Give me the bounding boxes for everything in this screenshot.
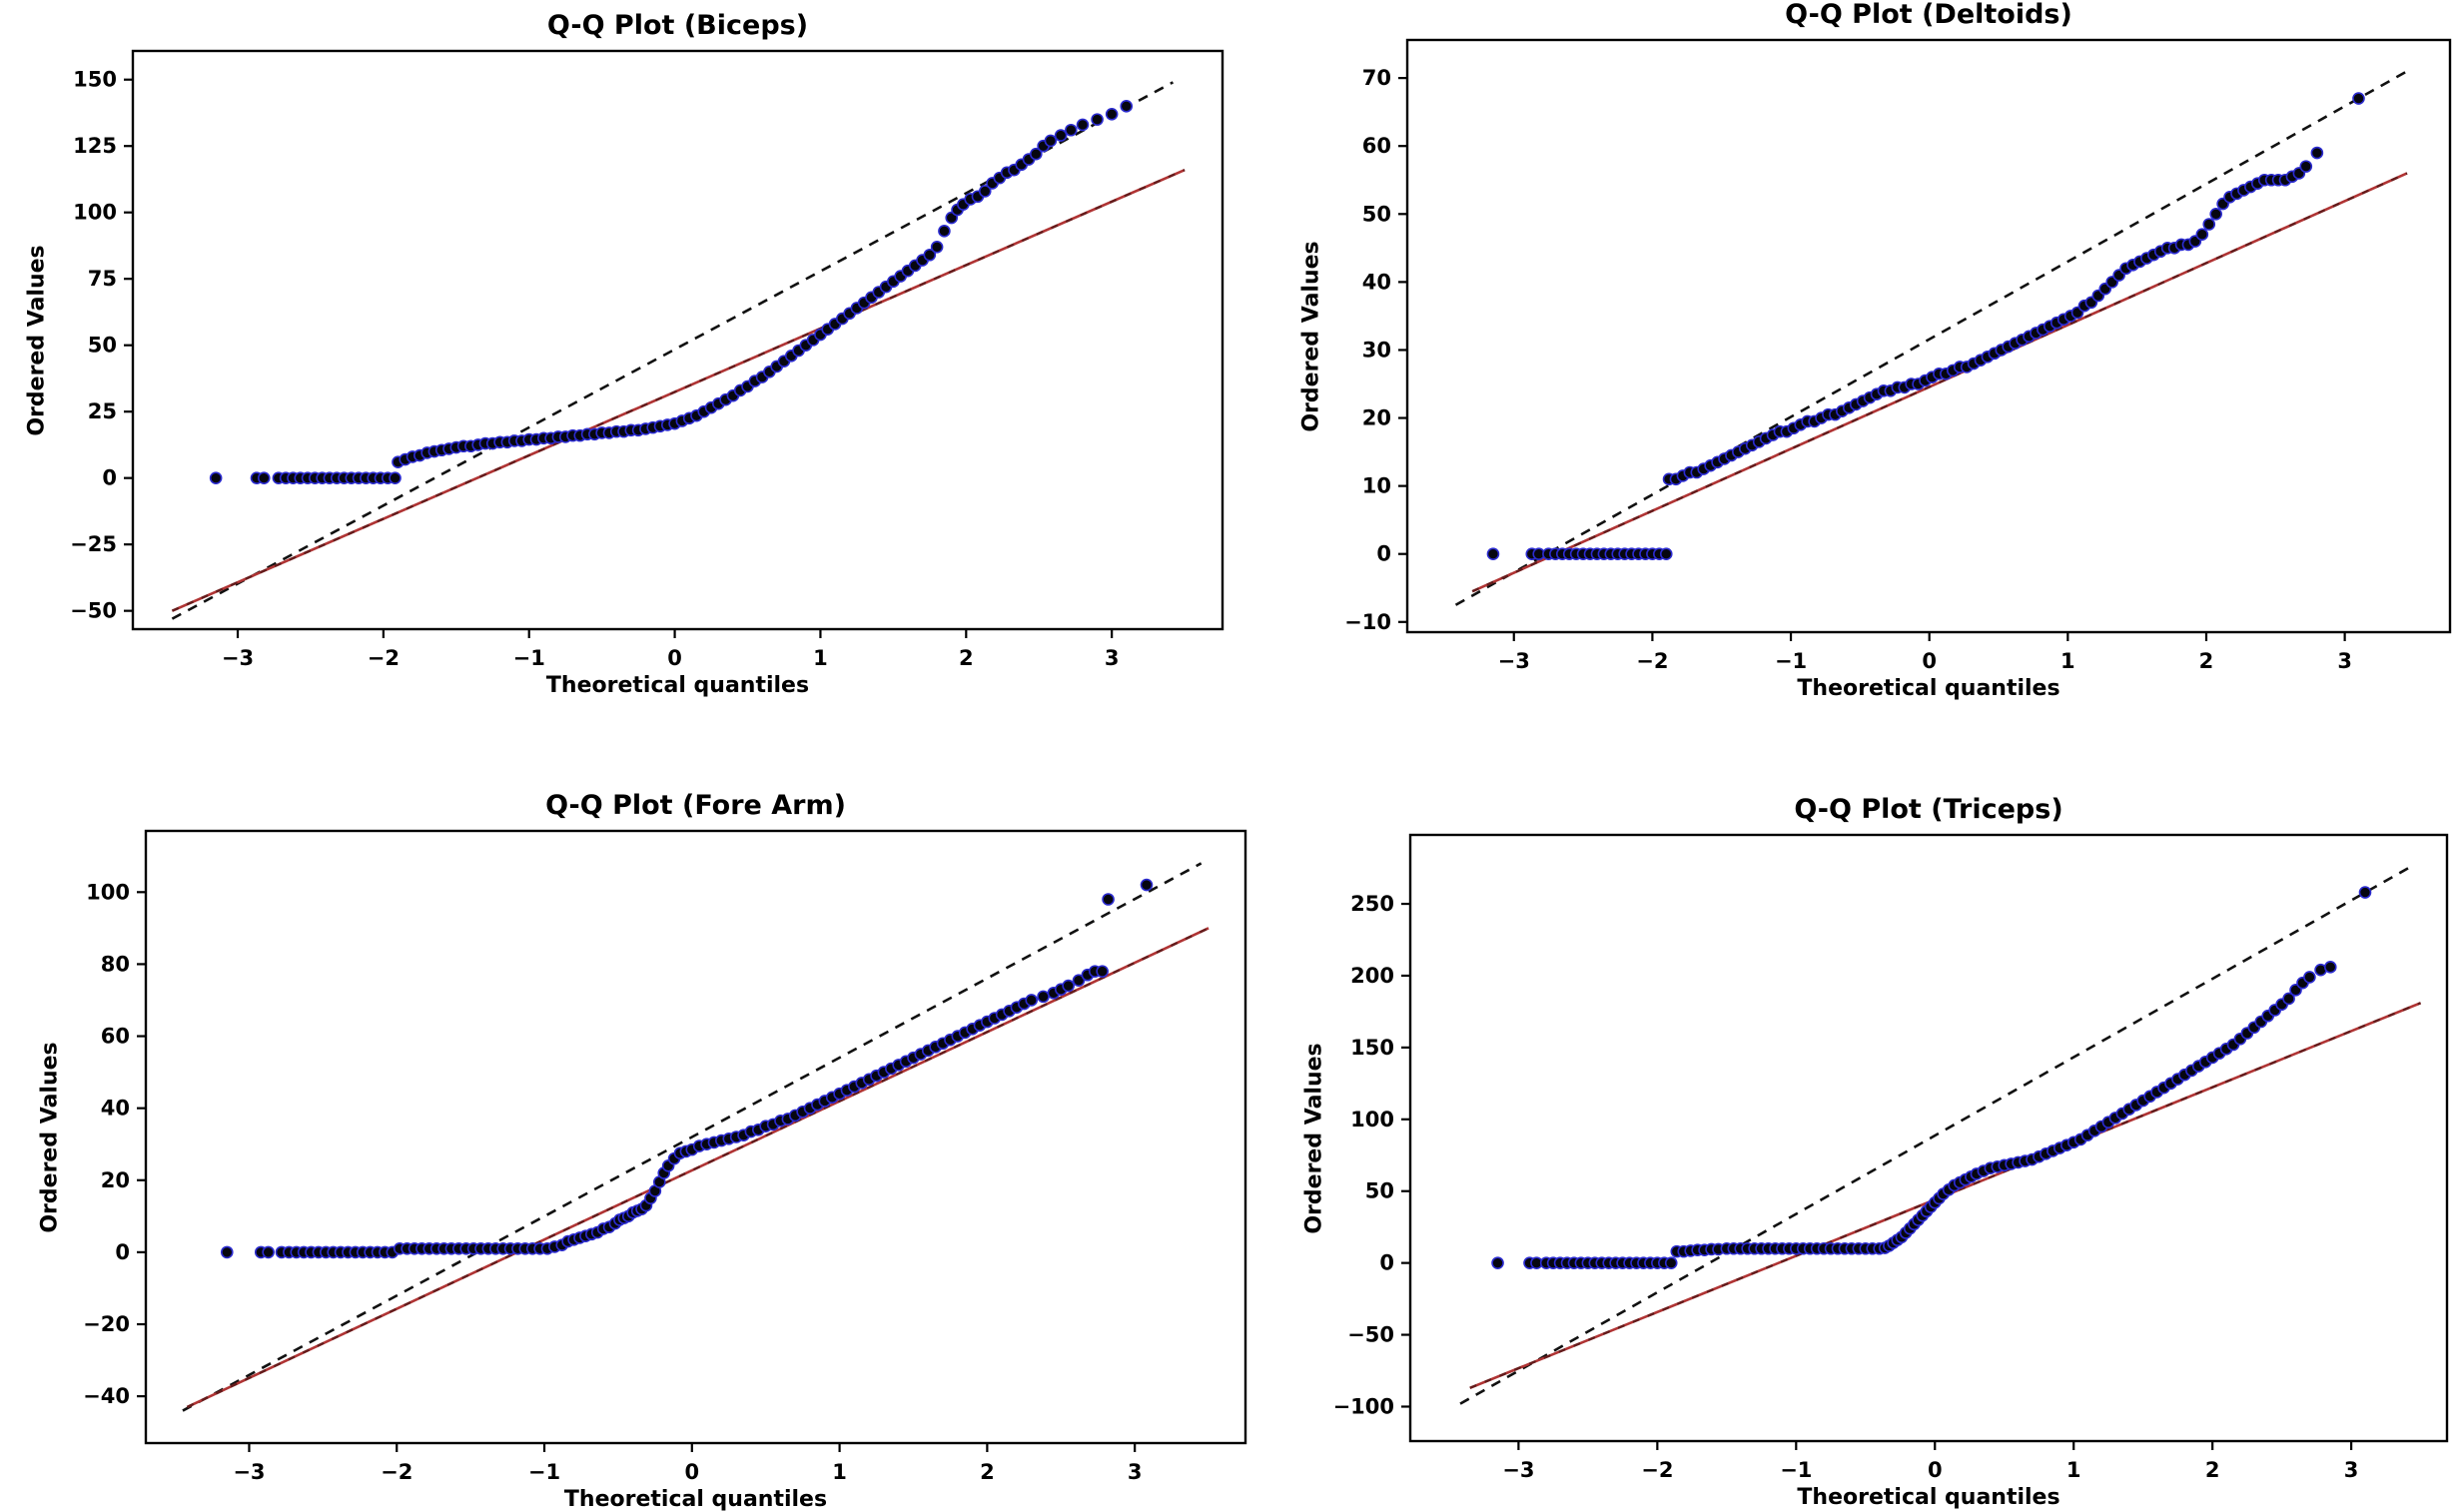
- y-tick-label: −100: [1333, 1394, 1394, 1418]
- y-axis-label: Ordered Values: [37, 1041, 63, 1233]
- plot-area: −3 −2 −1 0 1 2 3 −50 −25 0 25 50 75 100 125 150: [70, 49, 1225, 670]
- y-tick-label: 0: [1379, 1251, 1394, 1275]
- x-tick-label: 3: [2337, 649, 2352, 673]
- diagonal-reference-line: [182, 862, 1203, 1412]
- x-tick-label: −2: [1641, 1458, 1673, 1482]
- chart-title: Q-Q Plot (Triceps): [1794, 794, 2063, 825]
- y-tick-label: 50: [1362, 202, 1391, 226]
- x-tick-label: 3: [2344, 1458, 2359, 1482]
- y-tick-label: 70: [1362, 66, 1391, 90]
- qq-plot-fore-arm: Q-Q Plot (Fore Arm) Ordered Values −3 −2−…: [38, 790, 1247, 1512]
- x-tick-label: −1: [513, 646, 545, 670]
- y-tick-label: 50: [88, 334, 117, 358]
- y-axis-label: Ordered Values: [24, 244, 50, 436]
- y-tick-label: −50: [1347, 1323, 1394, 1347]
- y-tick-label: 30: [1362, 338, 1391, 362]
- plot-area: −3 −2 −1 0 1 2 3 −100 −50 0 50 100 150 200 250: [1333, 833, 2449, 1482]
- scatter-points: [1491, 886, 2372, 1269]
- y-tick-label: 20: [101, 1168, 130, 1192]
- x-tick-label: −3: [233, 1460, 265, 1484]
- y-tick-label: 100: [86, 880, 130, 904]
- axes-spines: [131, 49, 1225, 631]
- y-tick-label: 0: [102, 466, 117, 490]
- qq-plot-deltoids: Q-Q Plot (Deltoids) Ordered Values −3 −2 −…: [1299, 0, 2452, 701]
- y-tick-label: 25: [88, 399, 117, 423]
- x-tick-label: 2: [980, 1460, 995, 1484]
- y-tick-label: 0: [1376, 542, 1391, 566]
- y-tick-label: 100: [73, 201, 117, 225]
- x-axis-label: Theoretical quantiles: [1797, 676, 2060, 701]
- scatter-points: [1486, 92, 2365, 561]
- y-tick-label: 125: [73, 134, 117, 158]
- diagonal-reference-line: [1454, 70, 2408, 606]
- y-tick-label: 50: [1365, 1179, 1394, 1203]
- x-tick-label: −1: [1780, 1458, 1812, 1482]
- y-axis-label: Ordered Values: [1298, 240, 1324, 432]
- y-tick-label: 150: [1350, 1036, 1394, 1060]
- scatter-points: [220, 878, 1154, 1259]
- x-tick-label: 2: [2205, 1458, 2220, 1482]
- y-tick-label: 60: [101, 1025, 130, 1049]
- y-tick-label: 40: [1362, 270, 1391, 294]
- x-tick-label: 0: [684, 1460, 699, 1484]
- diagonal-reference-line: [1459, 864, 2415, 1405]
- x-tick-label: 2: [2199, 649, 2214, 673]
- x-tick-label: 2: [959, 646, 974, 670]
- fit-line-texture: [186, 927, 1210, 1409]
- y-tick-label: 10: [1362, 474, 1391, 498]
- y-tick-label: −25: [70, 532, 117, 556]
- x-axis-label: Theoretical quantiles: [563, 1487, 828, 1512]
- y-tick-label: 250: [1350, 892, 1394, 916]
- y-tick-label: 200: [1350, 964, 1394, 988]
- plot-area: −3 −2 −1 0 1 2 3 −40 −20 0 20 40 60 80 100: [83, 829, 1247, 1484]
- axes-spines: [144, 829, 1247, 1445]
- x-tick-label: 1: [2066, 1458, 2081, 1482]
- axes-spines: [1405, 38, 2452, 634]
- axes-spines: [1408, 833, 2449, 1443]
- diagonal-reference-line: [171, 81, 1175, 620]
- y-tick-label: −40: [83, 1384, 130, 1408]
- y-tick-label: 0: [115, 1240, 130, 1264]
- fit-line-texture: [1471, 172, 2408, 593]
- x-tick-label: 0: [1922, 649, 1937, 673]
- y-tick-label: −20: [83, 1312, 130, 1336]
- x-tick-label: −2: [368, 646, 400, 670]
- x-tick-label: 3: [1128, 1460, 1143, 1484]
- x-tick-label: 3: [1105, 646, 1120, 670]
- x-tick-label: 1: [832, 1460, 847, 1484]
- y-tick-label: 20: [1362, 406, 1391, 430]
- y-tick-label: 75: [88, 267, 117, 291]
- chart-title: Q-Q Plot (Fore Arm): [545, 790, 846, 821]
- x-tick-label: −3: [1502, 1458, 1534, 1482]
- qq-plot-biceps: Q-Q Plot (Biceps) Ordered Values −3 −2 −1 0…: [25, 10, 1225, 698]
- x-tick-label: −1: [528, 1460, 560, 1484]
- y-tick-label: −50: [70, 599, 117, 623]
- y-axis-label: Ordered Values: [1301, 1042, 1327, 1234]
- y-tick-label: 80: [101, 952, 130, 976]
- x-tick-label: 1: [813, 646, 828, 670]
- x-tick-label: −3: [1498, 649, 1530, 673]
- scatter-points: [209, 100, 1134, 484]
- qq-plot-triceps: Q-Q Plot (Triceps) Ordered Values −3 −2 −1…: [1302, 794, 2449, 1510]
- x-axis-label: Theoretical quantiles: [1797, 1485, 2060, 1510]
- x-tick-label: −1: [1775, 649, 1807, 673]
- x-tick-label: 1: [2060, 649, 2075, 673]
- y-tick-label: 40: [101, 1097, 130, 1121]
- chart-title: Q-Q Plot (Deltoids): [1785, 0, 2072, 30]
- x-axis-label: Theoretical quantiles: [545, 673, 810, 698]
- x-tick-label: −2: [381, 1460, 412, 1484]
- x-tick-label: 0: [1928, 1458, 1943, 1482]
- x-tick-label: −2: [1636, 649, 1668, 673]
- y-tick-label: −10: [1344, 610, 1391, 634]
- chart-title: Q-Q Plot (Biceps): [546, 10, 809, 41]
- x-tick-label: 0: [667, 646, 682, 670]
- fit-line: [171, 168, 1186, 612]
- y-tick-label: 100: [1350, 1108, 1394, 1132]
- y-tick-label: 150: [73, 68, 117, 92]
- y-tick-label: 60: [1362, 134, 1391, 158]
- x-tick-label: −3: [222, 646, 254, 670]
